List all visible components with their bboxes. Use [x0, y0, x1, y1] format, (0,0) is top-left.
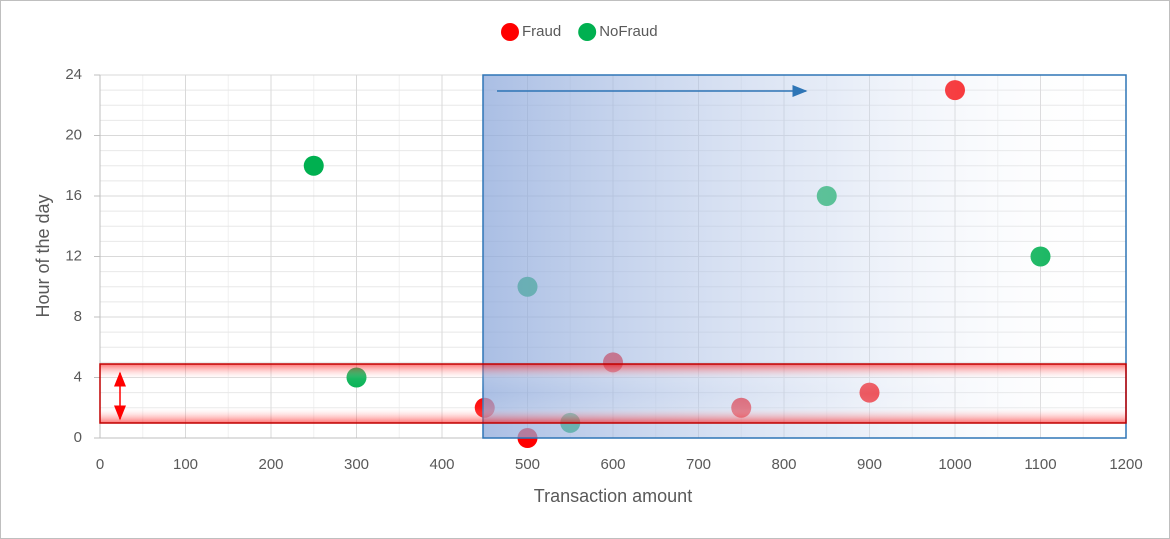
- legend-label: Fraud: [522, 23, 561, 40]
- highlight-overlay: [99, 74, 1127, 439]
- hour-highlight: [99, 363, 1127, 424]
- x-tick-label: 700: [686, 456, 711, 473]
- x-tick-label: 1100: [1024, 456, 1056, 473]
- y-tick-label: 20: [65, 126, 82, 143]
- x-tick-label: 100: [173, 456, 198, 473]
- legend-marker: [501, 23, 519, 41]
- y-tick-label: 0: [74, 429, 82, 446]
- y-tick-label: 24: [65, 66, 82, 83]
- legend-label: NoFraud: [599, 23, 657, 40]
- y-axis-title: Hour of the day: [33, 194, 53, 317]
- x-axis-title: Transaction amount: [534, 486, 692, 506]
- data-point: [303, 155, 324, 176]
- y-tick-label: 8: [74, 308, 82, 325]
- x-tick-label: 300: [344, 456, 369, 473]
- y-tick-label: 16: [65, 187, 82, 204]
- x-tick-label: 200: [258, 456, 283, 473]
- x-tick-label: 1000: [938, 456, 971, 473]
- x-tick-label: 1200: [1109, 456, 1142, 473]
- legend-marker: [578, 23, 597, 41]
- x-tick-label: 500: [515, 456, 540, 473]
- x-tick-label: 600: [600, 456, 625, 473]
- x-tick-label: 400: [429, 456, 454, 473]
- x-tick-label: 0: [96, 456, 104, 473]
- y-tick-label: 12: [65, 247, 82, 264]
- x-tick-label: 900: [857, 456, 882, 473]
- labels: Transaction amount Hour of the day 0 100 2…: [33, 23, 1143, 506]
- x-tick-label: 800: [771, 456, 796, 473]
- y-tick-label: 4: [74, 368, 82, 385]
